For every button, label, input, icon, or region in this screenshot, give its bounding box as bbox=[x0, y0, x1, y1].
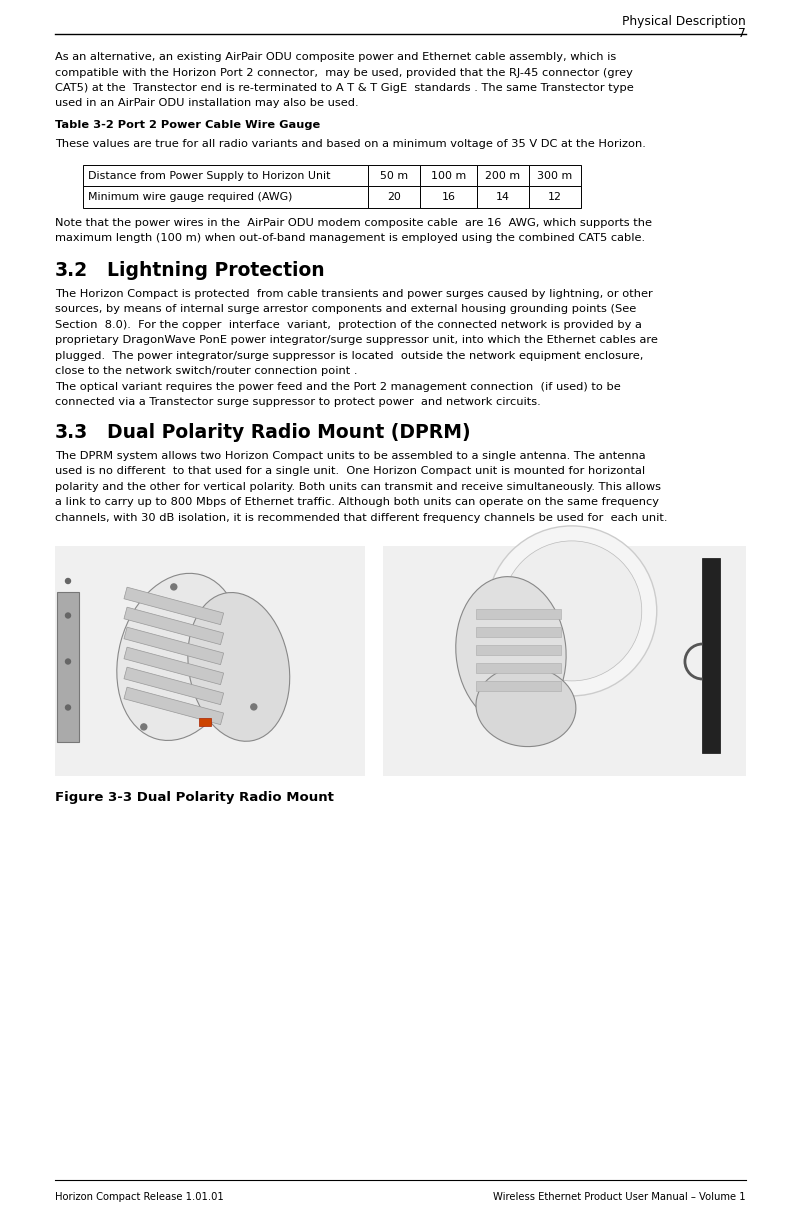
Circle shape bbox=[141, 724, 147, 730]
Bar bbox=[476, 664, 561, 674]
Text: Wireless Ethernet Product User Manual – Volume 1: Wireless Ethernet Product User Manual – … bbox=[493, 1192, 746, 1202]
Text: 300 m: 300 m bbox=[537, 171, 573, 181]
Text: 3.3: 3.3 bbox=[55, 422, 88, 442]
Text: The optical variant requires the power feed and the Port 2 management connection: The optical variant requires the power f… bbox=[55, 382, 621, 392]
Text: Table 3-2 Port 2 Power Cable Wire Gauge: Table 3-2 Port 2 Power Cable Wire Gauge bbox=[55, 120, 320, 130]
Bar bbox=[477, 187, 529, 208]
Bar bbox=[529, 187, 581, 208]
Text: compatible with the Horizon Port 2 connector,  may be used, provided that the RJ: compatible with the Horizon Port 2 conne… bbox=[55, 68, 633, 78]
Text: a link to carry up to 800 Mbps of Ethernet traffic. Although both units can oper: a link to carry up to 800 Mbps of Ethern… bbox=[55, 498, 659, 507]
Bar bbox=[124, 628, 223, 664]
Bar bbox=[476, 609, 561, 619]
Text: Dual Polarity Radio Mount (DPRM): Dual Polarity Radio Mount (DPRM) bbox=[107, 422, 471, 442]
Text: 3.2: 3.2 bbox=[55, 261, 88, 280]
Text: The Horizon Compact is protected  from cable transients and power surges caused : The Horizon Compact is protected from ca… bbox=[55, 289, 653, 299]
Ellipse shape bbox=[188, 592, 290, 742]
Bar bbox=[368, 187, 420, 208]
Bar bbox=[477, 165, 529, 187]
Text: 16: 16 bbox=[441, 192, 456, 203]
Bar bbox=[124, 647, 223, 685]
Text: used in an AirPair ODU installation may also be used.: used in an AirPair ODU installation may … bbox=[55, 98, 359, 108]
Text: used is no different  to that used for a single unit.  One Horizon Compact unit : used is no different to that used for a … bbox=[55, 466, 645, 477]
Bar bbox=[124, 687, 223, 725]
Circle shape bbox=[66, 705, 70, 710]
Bar bbox=[476, 646, 561, 656]
Text: Figure 3-3 Dual Polarity Radio Mount: Figure 3-3 Dual Polarity Radio Mount bbox=[55, 792, 334, 805]
Text: 50 m: 50 m bbox=[380, 171, 408, 181]
Text: 14: 14 bbox=[496, 192, 510, 203]
Text: 100 m: 100 m bbox=[431, 171, 466, 181]
Bar bbox=[476, 628, 561, 637]
Circle shape bbox=[487, 526, 657, 696]
Text: As an alternative, an existing AirPair ODU composite power and Ethernet cable as: As an alternative, an existing AirPair O… bbox=[55, 52, 616, 62]
Circle shape bbox=[66, 579, 70, 584]
Text: channels, with 30 dB isolation, it is recommended that different frequency chann: channels, with 30 dB isolation, it is re… bbox=[55, 514, 667, 523]
Ellipse shape bbox=[476, 666, 576, 747]
Bar bbox=[83, 165, 368, 187]
Text: sources, by means of internal surge arrestor components and external housing gro: sources, by means of internal surge arre… bbox=[55, 305, 636, 314]
Text: connected via a Transtector surge suppressor to protect power  and network circu: connected via a Transtector surge suppre… bbox=[55, 397, 541, 408]
Text: proprietary DragonWave PonE power integrator/surge suppressor unit, into which t: proprietary DragonWave PonE power integr… bbox=[55, 335, 658, 346]
Bar bbox=[529, 165, 581, 187]
Bar bbox=[476, 681, 561, 692]
Text: 7: 7 bbox=[739, 27, 746, 40]
Text: Distance from Power Supply to Horizon Unit: Distance from Power Supply to Horizon Un… bbox=[88, 171, 331, 181]
Text: 12: 12 bbox=[548, 192, 562, 203]
Text: CAT5) at the  Transtector end is re-terminated to A T & T GigE  standards . The : CAT5) at the Transtector end is re-termi… bbox=[55, 83, 634, 93]
Text: These values are true for all radio variants and based on a minimum voltage of 3: These values are true for all radio vari… bbox=[55, 140, 646, 149]
Bar bbox=[124, 668, 223, 704]
Text: polarity and the other for vertical polarity. Both units can transmit and receiv: polarity and the other for vertical pola… bbox=[55, 482, 661, 492]
Bar bbox=[57, 592, 79, 742]
Text: plugged.  The power integrator/surge suppressor is located  outside the network : plugged. The power integrator/surge supp… bbox=[55, 351, 643, 361]
Circle shape bbox=[251, 704, 257, 710]
Bar bbox=[420, 165, 477, 187]
Text: close to the network switch/router connection point .: close to the network switch/router conne… bbox=[55, 367, 357, 376]
Ellipse shape bbox=[456, 577, 566, 726]
Ellipse shape bbox=[117, 573, 241, 741]
Circle shape bbox=[66, 613, 70, 618]
Bar bbox=[124, 607, 223, 645]
Text: Minimum wire gauge required (AWG): Minimum wire gauge required (AWG) bbox=[88, 192, 292, 203]
Text: 20: 20 bbox=[387, 192, 401, 203]
Text: 200 m: 200 m bbox=[485, 171, 521, 181]
Bar bbox=[124, 588, 223, 625]
Text: Physical Description: Physical Description bbox=[622, 15, 746, 28]
Bar bbox=[83, 187, 368, 208]
Bar bbox=[55, 546, 365, 777]
Bar bbox=[420, 187, 477, 208]
Bar bbox=[702, 558, 720, 754]
Text: maximum length (100 m) when out-of-band management is employed using the combine: maximum length (100 m) when out-of-band … bbox=[55, 233, 645, 244]
Circle shape bbox=[501, 541, 642, 681]
Bar bbox=[368, 165, 420, 187]
Circle shape bbox=[171, 584, 177, 590]
Text: The DPRM system allows two Horizon Compact units to be assembled to a single ant: The DPRM system allows two Horizon Compa… bbox=[55, 450, 646, 461]
Bar bbox=[199, 717, 211, 726]
Circle shape bbox=[66, 659, 70, 664]
Text: Section  8.0).  For the copper  interface  variant,  protection of the connected: Section 8.0). For the copper interface v… bbox=[55, 320, 642, 330]
Text: Note that the power wires in the  AirPair ODU modem composite cable  are 16  AWG: Note that the power wires in the AirPair… bbox=[55, 219, 652, 228]
Text: Lightning Protection: Lightning Protection bbox=[107, 261, 324, 280]
Bar bbox=[383, 546, 746, 777]
Text: Horizon Compact Release 1.01.01: Horizon Compact Release 1.01.01 bbox=[55, 1192, 223, 1202]
